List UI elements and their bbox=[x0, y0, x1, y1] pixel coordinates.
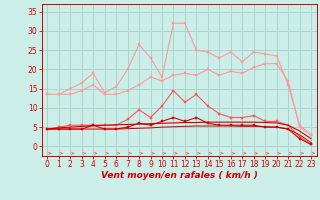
X-axis label: Vent moyen/en rafales ( km/h ): Vent moyen/en rafales ( km/h ) bbox=[101, 171, 258, 180]
